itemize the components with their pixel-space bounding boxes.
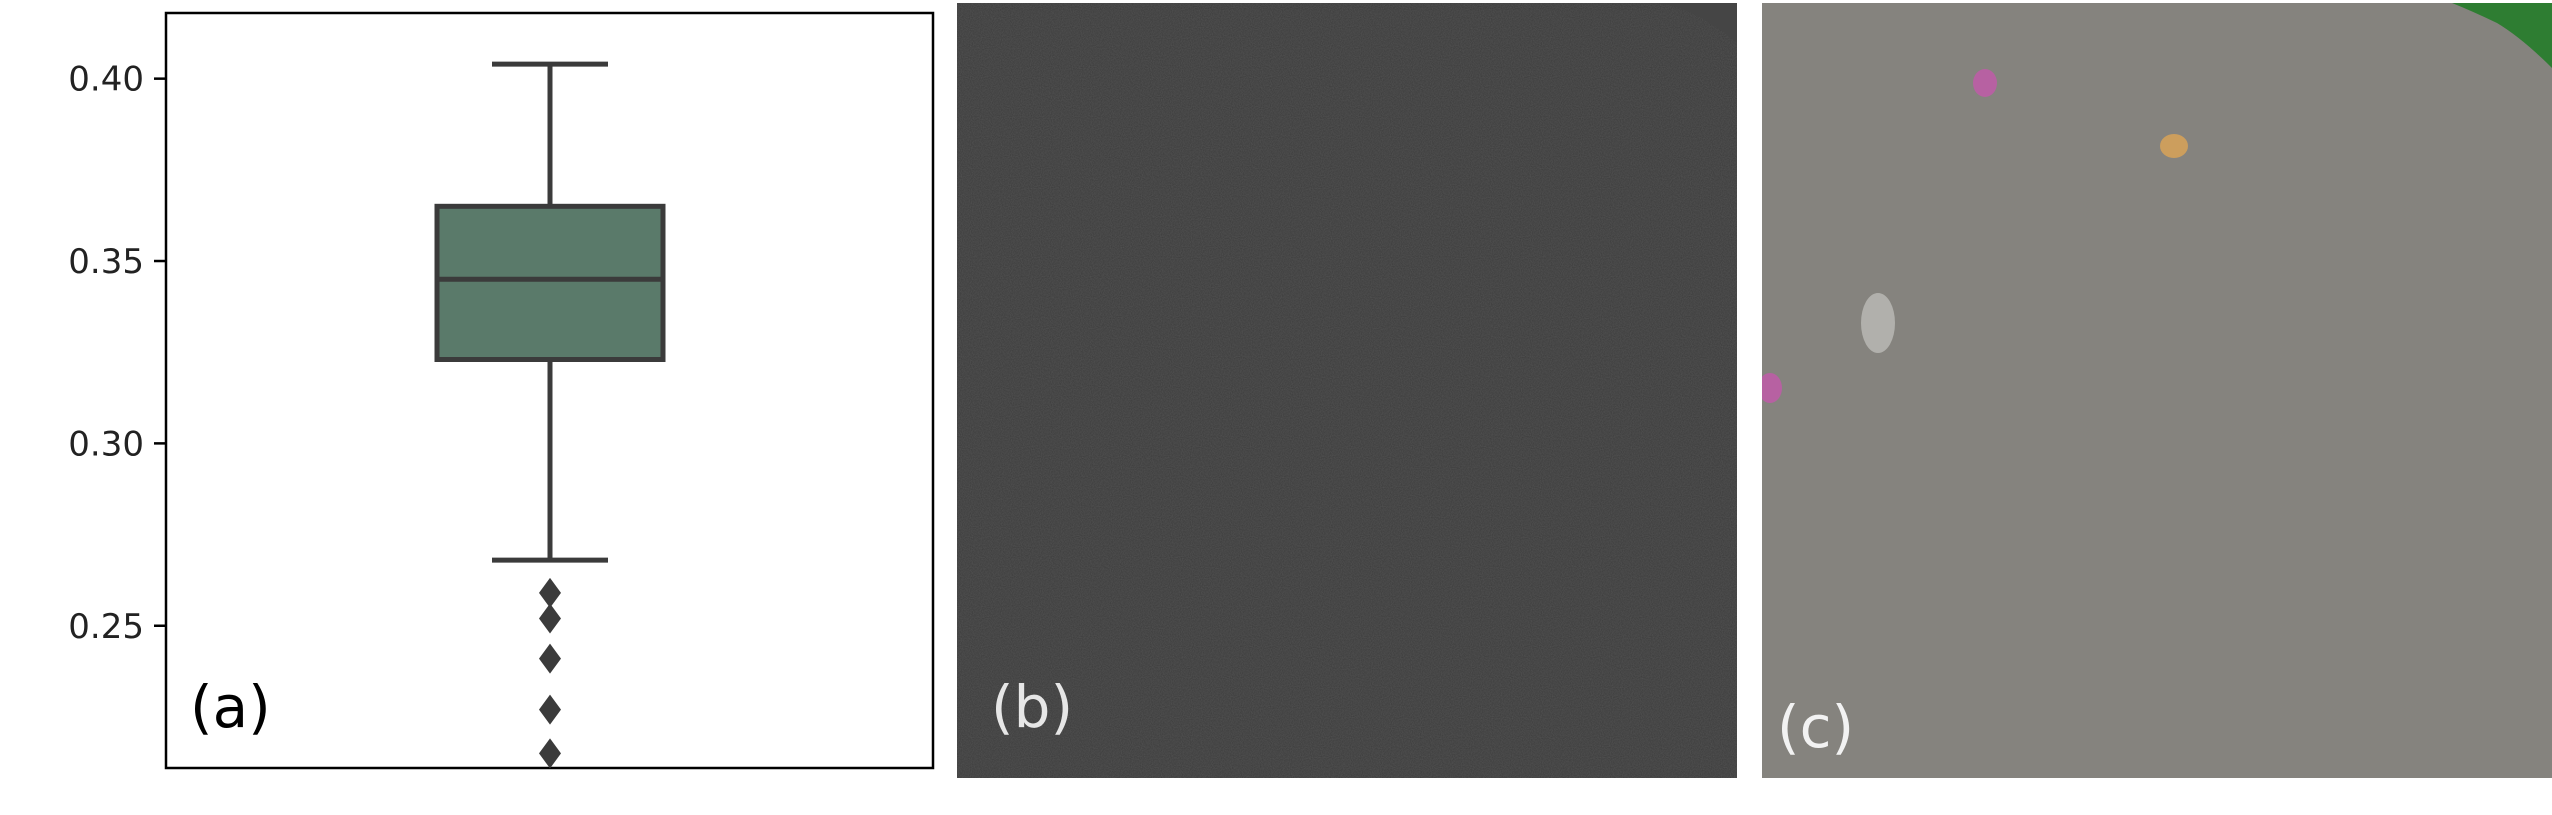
y-tick-label: 0.30 (68, 424, 144, 464)
white-segment-blob (1861, 293, 1895, 353)
green-segment-region (2452, 3, 2552, 68)
orange-segment-blob (2160, 134, 2188, 158)
panel-a-boxplot: 0.25 0.30 0.35 0.40 (a) (0, 0, 950, 811)
iqr-box (434, 203, 666, 362)
panel-label-c: (c) (1777, 693, 1855, 761)
outlier-point (539, 643, 561, 674)
panel-label-b: (b) (991, 673, 1074, 741)
grayscale-texture (957, 3, 1737, 778)
y-tick-label: 0.40 (68, 60, 144, 100)
y-tick-label: 0.25 (68, 607, 144, 647)
segmentation-overlay (1762, 3, 2552, 778)
outlier-point (539, 694, 561, 725)
plot-frame (164, 11, 935, 770)
panel-c-segmentation-image: (c) (1762, 3, 2552, 778)
pink-segment-blob-2 (1762, 373, 1782, 403)
panel-b-grayscale-image: (b) (957, 3, 1737, 778)
outlier-point (539, 577, 561, 608)
panel-label-a: (a) (190, 673, 271, 741)
pink-segment-blob-1 (1973, 69, 1997, 97)
outlier-point (539, 738, 561, 769)
outlier-point (539, 603, 561, 634)
box-plot-chart: 0.25 0.30 0.35 0.40 (68, 11, 935, 770)
y-tick-label: 0.35 (68, 242, 144, 282)
